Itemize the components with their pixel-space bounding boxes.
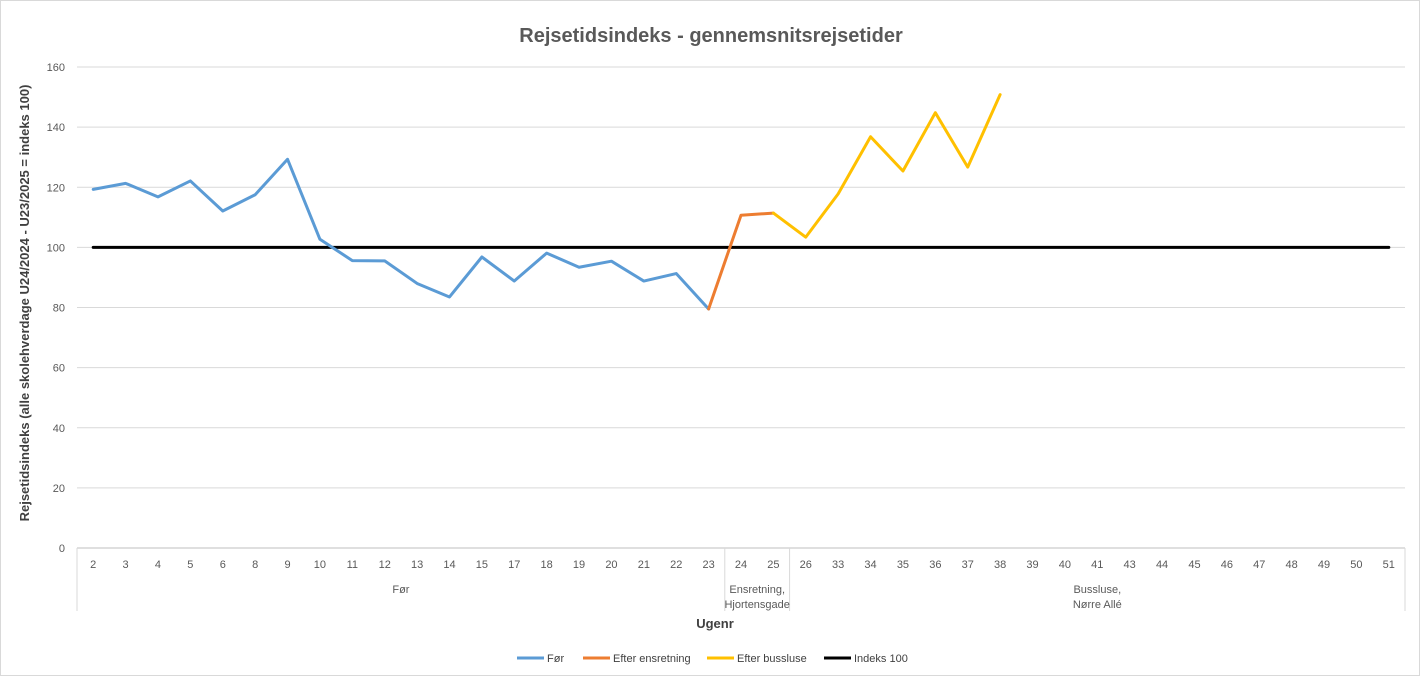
x-tick-label: 40 (1059, 559, 1071, 571)
x-tick-label: 17 (508, 559, 520, 571)
x-group-label-line: Ensretning, (729, 584, 785, 596)
x-tick-label: 36 (929, 559, 941, 571)
x-tick-label: 18 (541, 559, 553, 571)
y-tick-label: 0 (59, 543, 65, 555)
x-tick-label: 25 (767, 559, 779, 571)
x-tick-label: 8 (252, 559, 258, 571)
x-tick-label: 9 (284, 559, 290, 571)
x-group-label-line: Før (392, 584, 409, 596)
x-tick-label: 23 (702, 559, 714, 571)
x-tick-label: 3 (123, 559, 129, 571)
chart-title: Rejsetidsindeks - gennemsnitsrejsetider (519, 25, 903, 47)
legend-label: Indeks 100 (854, 653, 908, 665)
legend-label: Før (547, 653, 564, 665)
x-tick-label: 46 (1221, 559, 1233, 571)
y-tick-label: 80 (53, 303, 65, 315)
x-tick-label: 51 (1383, 559, 1395, 571)
x-tick-label: 11 (347, 559, 358, 571)
x-tick-label: 47 (1253, 559, 1265, 571)
series-lines (91, 93, 1391, 311)
x-tick-label: 38 (994, 559, 1006, 571)
y-axis-title: Rejsetidsindeks (alle skolehverdage U24/… (17, 85, 32, 522)
x-tick-label: 12 (379, 559, 391, 571)
x-tick-label: 39 (1026, 559, 1038, 571)
x-tick-label: 45 (1188, 559, 1200, 571)
x-tick-label: 13 (411, 559, 423, 571)
y-tick-label: 40 (53, 423, 65, 435)
x-tick-label: 4 (155, 559, 161, 571)
x-tick-label: 26 (800, 559, 812, 571)
x-tick-label: 49 (1318, 559, 1330, 571)
x-tick-label: 37 (962, 559, 974, 571)
y-axis-ticks: 0 20 40 60 80 100 120 140 160 (47, 62, 65, 555)
x-tick-label: 15 (476, 559, 488, 571)
x-tick-label: 33 (832, 559, 844, 571)
x-tick-label: 50 (1350, 559, 1362, 571)
y-tick-label: 140 (47, 122, 65, 134)
x-tick-label: 21 (638, 559, 650, 571)
x-tick-label: 14 (443, 559, 455, 571)
x-group-label-line: Hjortensgade (724, 599, 789, 611)
x-group-label-line: Bussluse, (1073, 584, 1121, 596)
x-tick-label: 24 (735, 559, 747, 571)
x-tick-label: 34 (864, 559, 876, 571)
series-line-2 (771, 93, 1002, 239)
x-tick-label: 5 (187, 559, 193, 571)
x-group-label-line: Nørre Allé (1073, 599, 1122, 611)
legend-label: Efter ensretning (613, 653, 691, 665)
y-tick-label: 60 (53, 363, 65, 375)
legend: Før Efter ensretning Efter bussluse Indeks … (517, 653, 908, 665)
series-line-0 (91, 157, 711, 311)
x-tick-label: 10 (314, 559, 326, 571)
series-line-1 (707, 211, 775, 311)
x-tick-label: 43 (1124, 559, 1136, 571)
x-axis-title: Ugenr (696, 616, 734, 631)
y-tick-label: 120 (47, 182, 65, 194)
x-tick-label: 6 (220, 559, 226, 571)
y-tick-label: 160 (47, 62, 65, 74)
x-group-label: Ensretning, Hjortensgade (724, 584, 789, 611)
x-tick-label: 22 (670, 559, 682, 571)
x-tick-label: 19 (573, 559, 585, 571)
x-tick-label: 35 (897, 559, 909, 571)
x-tick-label: 44 (1156, 559, 1168, 571)
x-tick-label: 48 (1286, 559, 1298, 571)
legend-label: Efter bussluse (737, 653, 807, 665)
x-tick-label: 2 (90, 559, 96, 571)
x-axis: 2 3 4 5 6 8 9 10 11 12 13 14 15 17 18 19 20 21 22 23 24 25 26 3… (76, 548, 1406, 611)
y-tick-label: 100 (47, 242, 65, 254)
x-group-label: Bussluse, Nørre Allé (1073, 584, 1122, 611)
gridlines (77, 66, 1405, 549)
x-group-label: Før (392, 584, 409, 596)
x-tick-label: 20 (605, 559, 617, 571)
y-tick-label: 20 (53, 483, 65, 495)
x-tick-label: 41 (1091, 559, 1103, 571)
